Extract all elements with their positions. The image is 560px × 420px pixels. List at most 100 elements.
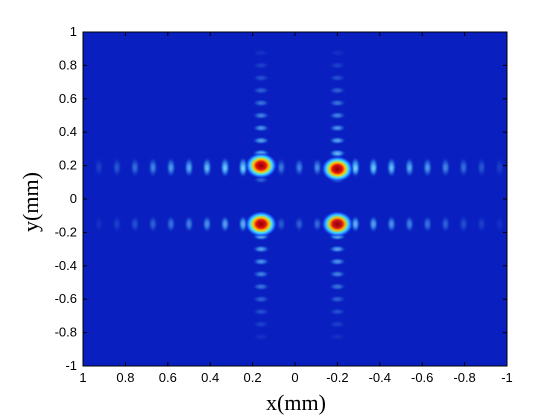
fringe-mark bbox=[476, 159, 487, 178]
fringe-mark bbox=[252, 73, 271, 82]
fringe-mark bbox=[220, 215, 231, 234]
fringe-mark bbox=[252, 86, 271, 95]
y-axis-label: y(mm) bbox=[18, 172, 43, 232]
fringe-mark bbox=[252, 320, 271, 329]
fringe-mark bbox=[328, 98, 347, 107]
fringe-mark bbox=[252, 61, 271, 70]
fringe-mark bbox=[368, 215, 379, 234]
fringe-mark bbox=[93, 159, 104, 178]
fringe-mark bbox=[276, 216, 287, 233]
fringe-mark bbox=[476, 215, 487, 234]
fringe-mark bbox=[350, 215, 361, 234]
fringe-mark bbox=[252, 270, 271, 279]
fringe-mark bbox=[328, 124, 347, 133]
y-axis: 1 0.8 0.6 0.4 0.2 0 -0.2 -0.4 -0.6 -0.8 -1 bbox=[55, 24, 507, 373]
x-tick-label: 0.4 bbox=[201, 370, 219, 385]
y-tick-label: 0.4 bbox=[59, 124, 77, 139]
fringe-mark bbox=[328, 73, 347, 82]
x-tick-label: -0.6 bbox=[411, 370, 433, 385]
fringe-mark bbox=[184, 215, 194, 234]
fringe-mark bbox=[328, 320, 347, 329]
fringe-mark bbox=[328, 245, 347, 254]
fringe-mark bbox=[252, 245, 271, 254]
fringe-mark bbox=[328, 136, 347, 145]
fringe-mark bbox=[404, 215, 415, 234]
fringe-mark bbox=[129, 159, 140, 178]
fringe-mark bbox=[328, 61, 347, 70]
fringe-mark bbox=[252, 98, 271, 107]
fringe-mark bbox=[252, 124, 271, 133]
fringe-mark bbox=[458, 215, 469, 234]
fringe-mark bbox=[252, 48, 271, 57]
heatmap-marks bbox=[93, 48, 505, 341]
y-tick-label: -0.8 bbox=[55, 325, 77, 340]
fringe-mark bbox=[328, 332, 347, 341]
y-tick-label: 0.2 bbox=[59, 158, 77, 173]
x-tick-label: -0.2 bbox=[326, 370, 348, 385]
fringe-mark bbox=[440, 215, 451, 234]
x-tick-label: -0.4 bbox=[369, 370, 391, 385]
fringe-mark bbox=[220, 159, 231, 178]
fringe-mark bbox=[147, 215, 158, 234]
fringe-mark bbox=[165, 215, 176, 234]
x-tick-label: 1 bbox=[79, 370, 86, 385]
y-tick-label: -0.2 bbox=[55, 224, 77, 239]
fringe-mark bbox=[328, 257, 347, 266]
fringe-mark bbox=[147, 159, 158, 178]
fringe-mark bbox=[328, 86, 347, 95]
fringe-mark bbox=[328, 48, 347, 57]
fringe-mark bbox=[252, 257, 271, 266]
plot-background bbox=[83, 32, 507, 366]
y-tick-label: 0 bbox=[70, 191, 77, 206]
fringe-mark bbox=[202, 159, 213, 178]
fringe-mark bbox=[404, 159, 415, 178]
fringe-mark bbox=[328, 270, 347, 279]
fringe-mark bbox=[458, 159, 469, 178]
x-tick-label: 0.2 bbox=[244, 370, 262, 385]
fringe-mark bbox=[294, 216, 305, 233]
fringe-mark bbox=[111, 159, 122, 178]
x-axis: 1 0.8 0.6 0.4 0.2 0 -0.2 -0.4 -0.6 -0.8 -1 bbox=[79, 32, 513, 385]
fringe-mark bbox=[386, 215, 397, 234]
x-tick-label: 0 bbox=[291, 370, 298, 385]
fringe-mark bbox=[328, 111, 347, 120]
x-tick-label: 0.8 bbox=[116, 370, 134, 385]
y-tick-label: 1 bbox=[70, 24, 77, 39]
fringe-mark bbox=[202, 215, 213, 234]
fringe-mark bbox=[386, 159, 397, 178]
fringe-mark bbox=[312, 160, 323, 177]
y-tick-label: 0.6 bbox=[59, 91, 77, 106]
fringe-mark bbox=[422, 215, 433, 234]
y-tick-label: -0.6 bbox=[55, 291, 77, 306]
fringe-mark bbox=[328, 295, 347, 304]
x-tick-label: 0.6 bbox=[159, 370, 177, 385]
fringe-mark bbox=[276, 160, 287, 177]
peak-mark bbox=[321, 155, 354, 182]
y-tick-label: 0.8 bbox=[59, 57, 77, 72]
fringe-mark bbox=[238, 215, 249, 234]
fringe-mark bbox=[328, 282, 347, 291]
fringe-mark bbox=[252, 136, 271, 145]
fringe-mark bbox=[328, 307, 347, 316]
fringe-mark bbox=[350, 159, 361, 178]
fringe-mark bbox=[111, 215, 122, 234]
peak-mark bbox=[321, 211, 354, 238]
fringe-mark bbox=[129, 215, 140, 234]
y-tick-label: -0.4 bbox=[55, 258, 77, 273]
fringe-mark bbox=[252, 282, 271, 291]
fringe-mark bbox=[494, 159, 505, 178]
x-tick-label: -0.8 bbox=[453, 370, 475, 385]
fringe-mark bbox=[252, 307, 271, 316]
fringe-mark bbox=[252, 295, 271, 304]
fringe-mark bbox=[422, 159, 433, 178]
fringe-mark bbox=[165, 159, 176, 178]
fringe-mark bbox=[494, 215, 505, 234]
fringe-mark bbox=[184, 159, 194, 178]
fringe-mark bbox=[252, 332, 271, 341]
peak-mark bbox=[245, 152, 278, 179]
fringe-mark bbox=[252, 111, 271, 120]
y-tick-label: -1 bbox=[65, 358, 77, 373]
fringe-mark bbox=[368, 159, 379, 178]
x-axis-label: x(mm) bbox=[266, 390, 326, 415]
